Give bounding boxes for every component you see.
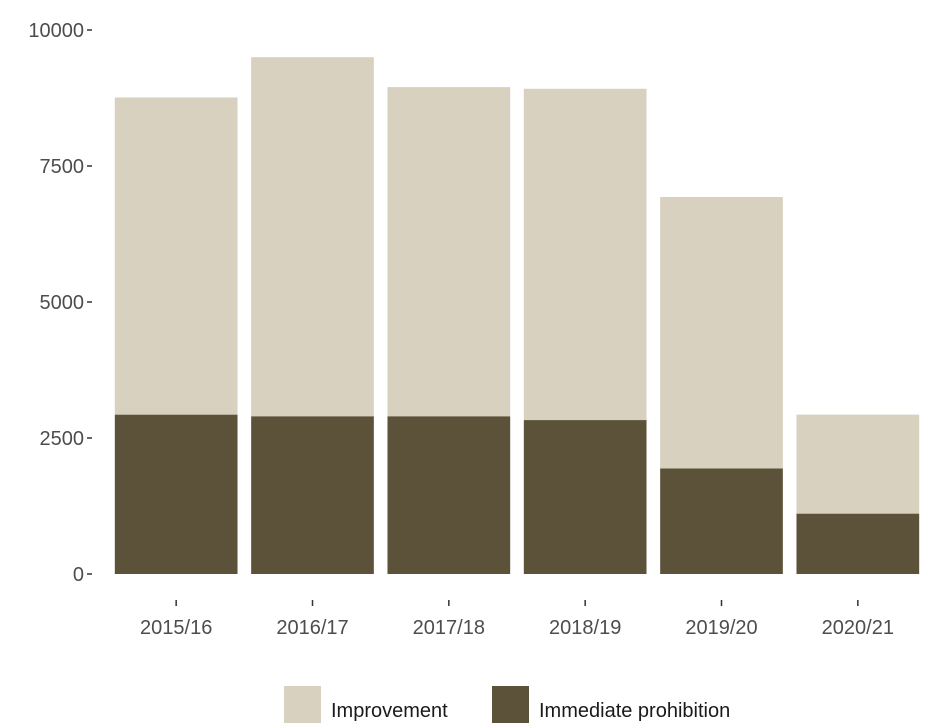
x-tick-label-1: 2016/17	[276, 617, 348, 639]
x-tick-label-3: 2018/19	[549, 617, 621, 639]
y-tick-label-4: 10000	[28, 20, 84, 42]
legend-label-0: Improvement	[331, 700, 448, 722]
legend-key-1	[492, 686, 529, 723]
bar-improvement-1	[251, 57, 374, 417]
legend-label-1: Immediate prohibition	[539, 700, 730, 722]
bar-immediate-prohibition-0	[114, 414, 238, 574]
x-axis: 2015/16 2016/17 2017/18 2018/19 2019/20 2020/…	[140, 600, 894, 639]
bar-improvement-3	[523, 88, 647, 421]
bar-immediate-prohibition-2	[387, 416, 511, 574]
bars-group	[114, 57, 920, 574]
legend: Improvement Immediate prohibition	[284, 686, 730, 723]
y-axis: 0 2500 5000 7500 10000	[28, 20, 92, 586]
x-tick-label-4: 2019/20	[685, 617, 757, 639]
bar-immediate-prohibition-1	[251, 416, 374, 574]
bar-immediate-prohibition-5	[796, 513, 920, 574]
bar-improvement-2	[387, 87, 511, 417]
y-tick-label-1: 2500	[40, 428, 85, 450]
bar-immediate-prohibition-4	[660, 468, 783, 574]
x-tick-label-2: 2017/18	[413, 617, 485, 639]
y-tick-label-2: 5000	[40, 292, 85, 314]
bar-improvement-4	[660, 197, 783, 469]
bar-improvement-0	[114, 97, 238, 415]
x-tick-label-0: 2015/16	[140, 617, 212, 639]
bar-improvement-5	[796, 414, 920, 514]
y-tick-label-3: 7500	[40, 156, 85, 178]
y-tick-label-0: 0	[73, 564, 84, 586]
bar-immediate-prohibition-3	[523, 420, 647, 574]
legend-key-0	[284, 686, 321, 723]
x-tick-label-5: 2020/21	[822, 617, 894, 639]
